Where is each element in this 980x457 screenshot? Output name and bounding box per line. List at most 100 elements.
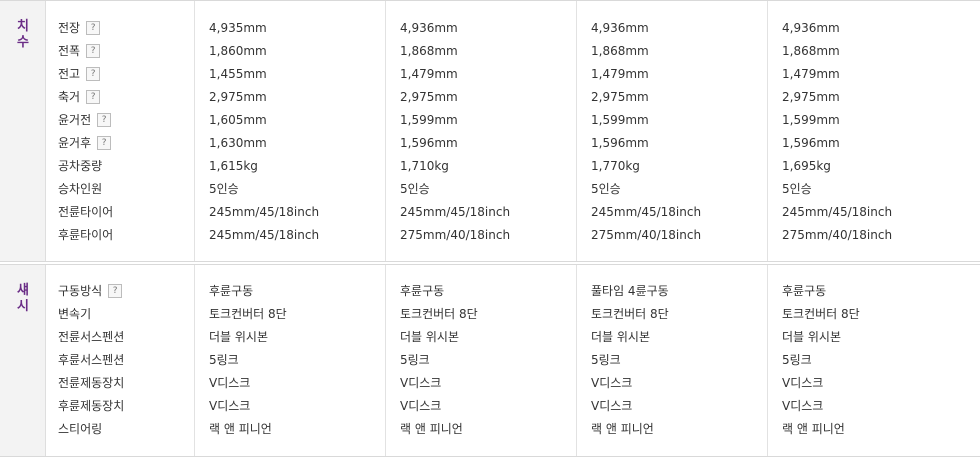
- spec-label: 후륜타이어: [58, 224, 113, 247]
- spec-value: 1,596mm: [782, 136, 840, 150]
- spec-row: 승차인원 5인승 5인승 5인승 5인승: [0, 178, 980, 201]
- spec-value: 더블 위시본: [782, 330, 842, 344]
- spec-value: 1,596mm: [400, 136, 458, 150]
- spec-value: 5링크: [782, 353, 812, 367]
- spec-label: 공차중량: [58, 155, 102, 178]
- column-divider: [385, 1, 386, 261]
- spec-value: 1,596mm: [591, 136, 649, 150]
- spec-value: 토크컨버터 8단: [400, 307, 478, 321]
- spec-row: 전장? 4,935mm 4,936mm 4,936mm 4,936mm: [0, 17, 980, 40]
- spec-label: 전폭?: [58, 40, 101, 63]
- spec-label-text: 변속기: [58, 307, 92, 321]
- column-divider: [767, 265, 768, 456]
- spec-row: 윤거전? 1,605mm 1,599mm 1,599mm 1,599mm: [0, 109, 980, 132]
- spec-label: 축거?: [58, 86, 101, 109]
- spec-value: 1,868mm: [591, 44, 649, 58]
- spec-value: 245mm/45/18inch: [782, 205, 893, 219]
- spec-value: 5링크: [209, 353, 239, 367]
- spec-row: 전폭? 1,860mm 1,868mm 1,868mm 1,868mm: [0, 40, 980, 63]
- spec-value: 1,599mm: [400, 113, 458, 127]
- spec-value: V디스크: [209, 399, 251, 413]
- spec-value: 풀타임 4륜구동: [591, 284, 669, 298]
- spec-value: 랙 앤 피니언: [591, 422, 654, 436]
- spec-value: V디스크: [782, 399, 824, 413]
- spec-value: 245mm/45/18inch: [400, 205, 511, 219]
- spec-label-text: 윤거후: [58, 136, 92, 150]
- spec-row: 구동방식? 후륜구동 후륜구동 풀타임 4륜구동 후륜구동: [0, 280, 980, 303]
- spec-value: 1,770kg: [591, 159, 640, 173]
- chassis-header-cell: 섀 시: [0, 265, 46, 456]
- column-divider: [576, 1, 577, 261]
- spec-value: 275mm/40/18inch: [400, 228, 511, 242]
- help-icon[interactable]: ?: [97, 112, 112, 127]
- spec-value: 5링크: [591, 353, 621, 367]
- spec-value: 1,599mm: [782, 113, 840, 127]
- spec-row: 전륜서스펜션 더블 위시본 더블 위시본 더블 위시본 더블 위시본: [0, 326, 980, 349]
- column-divider: [194, 1, 195, 261]
- spec-value: 1,479mm: [400, 67, 458, 81]
- spec-value: 후륜구동: [782, 284, 827, 298]
- spec-row: 후륜제동장치 V디스크 V디스크 V디스크 V디스크: [0, 395, 980, 418]
- help-icon[interactable]: ?: [86, 20, 101, 35]
- spec-row: 후륜타이어 245mm/45/18inch 275mm/40/18inch 275mm…: [0, 224, 980, 247]
- spec-row: 전륜제동장치 V디스크 V디스크 V디스크 V디스크: [0, 372, 980, 395]
- spec-value: V디스크: [400, 376, 442, 390]
- help-icon[interactable]: ?: [97, 135, 112, 150]
- spec-value: 랙 앤 피니언: [209, 422, 272, 436]
- spec-label-text: 승차인원: [58, 182, 103, 196]
- spec-label-text: 공차중량: [58, 159, 103, 173]
- spec-value: V디스크: [782, 376, 824, 390]
- spec-value: 4,936mm: [782, 21, 840, 35]
- spec-value: 5인승: [591, 182, 621, 196]
- spec-value: 2,975mm: [209, 90, 267, 104]
- spec-value: 후륜구동: [209, 284, 254, 298]
- spec-value: 1,630mm: [209, 136, 267, 150]
- spec-value: 1,479mm: [591, 67, 649, 81]
- spec-value: 토크컨버터 8단: [591, 307, 669, 321]
- spec-value: 245mm/45/18inch: [209, 205, 320, 219]
- column-divider: [385, 265, 386, 456]
- spec-label: 구동방식?: [58, 280, 123, 303]
- spec-row: 공차중량 1,615kg 1,710kg 1,770kg 1,695kg: [0, 155, 980, 178]
- spec-label: 전륜서스펜션: [58, 326, 124, 349]
- help-icon[interactable]: ?: [86, 43, 101, 58]
- spec-label-text: 전륜타이어: [58, 205, 114, 219]
- spec-row: 스티어링 랙 앤 피니언 랙 앤 피니언 랙 앤 피니언 랙 앤 피니언: [0, 418, 980, 441]
- help-icon[interactable]: ?: [86, 66, 101, 81]
- spec-label: 승차인원: [58, 178, 102, 201]
- spec-label-text: 전고: [58, 67, 81, 81]
- spec-label-text: 후륜제동장치: [58, 399, 125, 413]
- spec-value: 2,975mm: [591, 90, 649, 104]
- spec-label: 전륜타이어: [58, 201, 113, 224]
- spec-value: 2,975mm: [400, 90, 458, 104]
- spec-value: 랙 앤 피니언: [782, 422, 845, 436]
- help-icon[interactable]: ?: [108, 283, 123, 298]
- spec-value: 5인승: [209, 182, 239, 196]
- spec-value: 245mm/45/18inch: [591, 205, 702, 219]
- spec-label: 후륜제동장치: [58, 395, 124, 418]
- spec-label: 스티어링: [58, 418, 102, 441]
- spec-value: V디스크: [209, 376, 251, 390]
- spec-value: 1,599mm: [591, 113, 649, 127]
- spec-row: 전고? 1,455mm 1,479mm 1,479mm 1,479mm: [0, 63, 980, 86]
- spec-row: 축거? 2,975mm 2,975mm 2,975mm 2,975mm: [0, 86, 980, 109]
- spec-value: 275mm/40/18inch: [591, 228, 702, 242]
- spec-value: 5인승: [400, 182, 430, 196]
- spec-value: 4,935mm: [209, 21, 267, 35]
- help-icon[interactable]: ?: [86, 89, 101, 104]
- spec-value: 1,479mm: [782, 67, 840, 81]
- spec-value: 1,860mm: [209, 44, 267, 58]
- spec-label-text: 구동방식: [58, 284, 103, 298]
- dimensions-title: 치 수: [17, 19, 29, 50]
- spec-label: 후륜서스펜션: [58, 349, 124, 372]
- spec-label-text: 전륜제동장치: [58, 376, 125, 390]
- spec-label: 윤거후?: [58, 132, 112, 155]
- dimensions-section: 치 수 전장? 4,935mm 4,936mm 4,936mm 4,936mm 전폭? 1,…: [0, 0, 980, 262]
- spec-value: V디스크: [400, 399, 442, 413]
- spec-row: 후륜서스펜션 5링크 5링크 5링크 5링크: [0, 349, 980, 372]
- spec-value: 1,868mm: [782, 44, 840, 58]
- spec-value: 랙 앤 피니언: [400, 422, 463, 436]
- spec-label: 변속기: [58, 303, 91, 326]
- spec-value: V디스크: [591, 399, 633, 413]
- spec-row: 전륜타이어 245mm/45/18inch 245mm/45/18inch 245mm…: [0, 201, 980, 224]
